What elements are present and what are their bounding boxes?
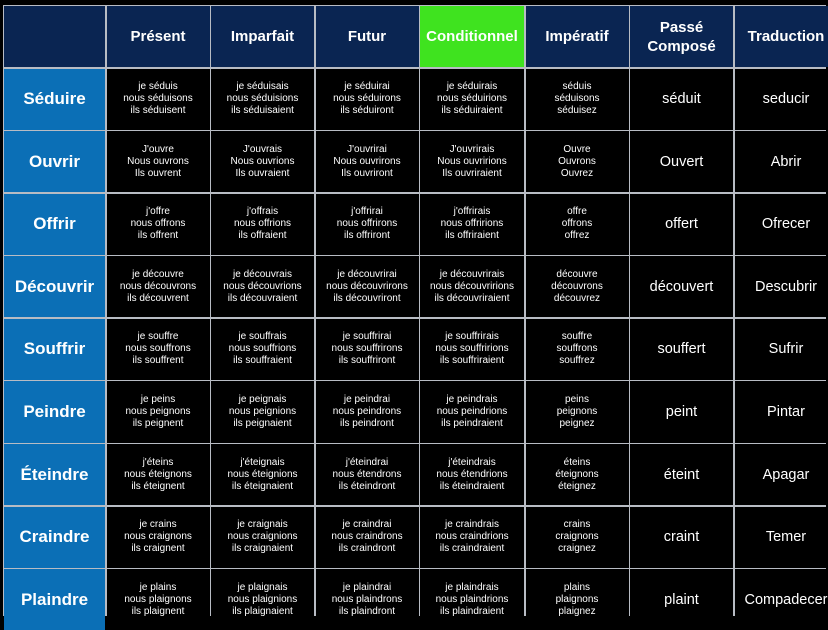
column-header-futur: Futur (316, 6, 419, 67)
cell-present: j'offre nous offrons ils offrent (107, 194, 210, 255)
cell-conditionnel: je souffrirais nous souffririons ils sou… (420, 319, 524, 380)
verb-label: Offrir (4, 194, 105, 255)
column-header-present: Présent (107, 6, 210, 67)
cell-passe-compose: séduit (630, 69, 733, 130)
cell-conditionnel: je craindrais nous craindrions ils crain… (420, 507, 524, 568)
cell-imparfait: je craignais nous craignions ils craigna… (211, 507, 314, 568)
cell-present: J'ouvre Nous ouvrons Ils ouvrent (107, 131, 210, 192)
cell-passe-compose: peint (630, 381, 733, 442)
cell-present: je découvre nous découvrons ils découvre… (107, 256, 210, 317)
cell-passe-compose: souffert (630, 319, 733, 380)
cell-imparfait: j'éteignais nous éteignions ils éteignai… (211, 444, 314, 505)
cell-traduction: Pintar (735, 381, 828, 442)
cell-conditionnel: je découvrirais nous découvririons ils d… (420, 256, 524, 317)
cell-present: je peins nous peignons ils peignent (107, 381, 210, 442)
verb-label: Souffrir (4, 319, 105, 380)
cell-conditionnel: J'ouvrirais Nous ouvririons Ils ouvrirai… (420, 131, 524, 192)
cell-futur: J'ouvrirai Nous ouvrirons Ils ouvriront (316, 131, 419, 192)
cell-futur: j'offrirai nous offrirons ils offriront (316, 194, 419, 255)
cell-conditionnel: j'éteindrais nous étendrions ils éteindr… (420, 444, 524, 505)
verb-label: Craindre (4, 507, 105, 568)
cell-imperatif: souffre souffrons souffrez (526, 319, 629, 380)
cell-conditionnel: je peindrais nous peindrions ils peindra… (420, 381, 524, 442)
cell-futur: je craindrai nous craindrons ils craindr… (316, 507, 419, 568)
cell-passe-compose: offert (630, 194, 733, 255)
cell-imparfait: je découvrais nous découvrions ils décou… (211, 256, 314, 317)
cell-traduction: Descubrir (735, 256, 828, 317)
cell-conditionnel: je séduirais nous séduirions ils séduira… (420, 69, 524, 130)
cell-futur: je séduirai nous séduirons ils séduiront (316, 69, 419, 130)
verb-label: Ouvrir (4, 131, 105, 192)
verb-label: Découvrir (4, 256, 105, 317)
cell-futur: je souffrirai nous souffrirons ils souff… (316, 319, 419, 380)
cell-imparfait: je séduisais nous séduisions ils séduisa… (211, 69, 314, 130)
cell-imperatif: offre offrons offrez (526, 194, 629, 255)
cell-passe-compose: craint (630, 507, 733, 568)
column-header-imparfait: Imparfait (211, 6, 314, 67)
column-header-empty (4, 6, 105, 67)
cell-traduction: seducir (735, 69, 828, 130)
column-header-conditionnel: Conditionnel (420, 6, 524, 67)
cell-present: j'éteins nous éteignons ils éteignent (107, 444, 210, 505)
cell-traduction: Apagar (735, 444, 828, 505)
cell-present: je souffre nous souffrons ils souffrent (107, 319, 210, 380)
cell-imparfait: J'ouvrais Nous ouvrions Ils ouvraient (211, 131, 314, 192)
cell-imperatif: Ouvre Ouvrons Ouvrez (526, 131, 629, 192)
cell-imperatif: crains craignons craignez (526, 507, 629, 568)
cell-traduction: Ofrecer (735, 194, 828, 255)
cell-passe-compose: découvert (630, 256, 733, 317)
cell-imparfait: j'offrais nous offrions ils offraient (211, 194, 314, 255)
cell-futur: je découvrirai nous découvrirons ils déc… (316, 256, 419, 317)
cell-conditionnel: j'offrirais nous offririons ils offrirai… (420, 194, 524, 255)
cell-present: je séduis nous séduisons ils séduisent (107, 69, 210, 130)
verb-label: Séduire (4, 69, 105, 130)
cell-traduction: Abrir (735, 131, 828, 192)
verb-label: Peindre (4, 381, 105, 442)
cell-present: je crains nous craignons ils craignent (107, 507, 210, 568)
cell-futur: j'éteindrai nous étendrons ils éteindron… (316, 444, 419, 505)
cell-imparfait: je souffrais nous souffrions ils souffra… (211, 319, 314, 380)
column-header-passe_compose: Passé Composé (630, 6, 733, 67)
cell-passe-compose: Ouvert (630, 131, 733, 192)
column-header-imperatif: Impératif (526, 6, 629, 67)
cell-imparfait: je peignais nous peignions ils peignaien… (211, 381, 314, 442)
cell-traduction: Sufrir (735, 319, 828, 380)
cell-traduction: Temer (735, 507, 828, 568)
cell-imperatif: peins peignons peignez (526, 381, 629, 442)
verb-label: Éteindre (4, 444, 105, 505)
cell-imperatif: découvre découvrons découvrez (526, 256, 629, 317)
cell-imperatif: séduis séduisons séduisez (526, 69, 629, 130)
cell-imperatif: éteins éteignons éteignez (526, 444, 629, 505)
column-header-traduction: Traduction (735, 6, 828, 67)
cell-passe-compose: éteint (630, 444, 733, 505)
cell-futur: je peindrai nous peindrons ils peindront (316, 381, 419, 442)
